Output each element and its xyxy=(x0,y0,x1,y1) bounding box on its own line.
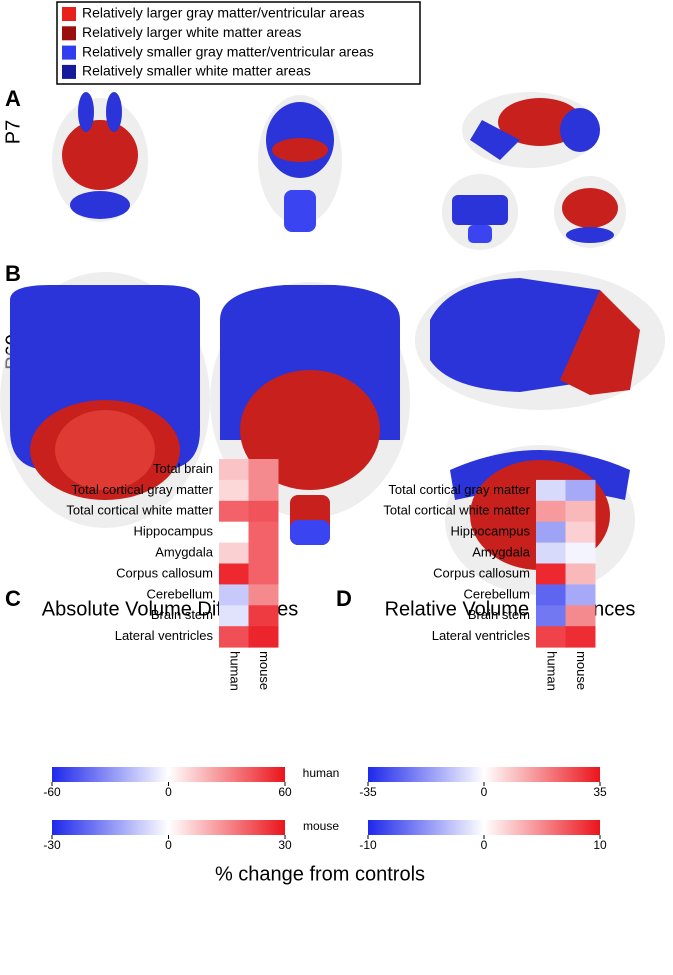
colorbar-tick-label: 30 xyxy=(278,838,292,852)
colorbar-tick-label: 0 xyxy=(481,785,488,799)
colorbar-tick-label: -60 xyxy=(43,785,61,799)
heatmap-cell xyxy=(248,626,279,648)
heatmap-cell xyxy=(536,479,566,502)
heatmap-cell xyxy=(565,626,596,648)
colorbar xyxy=(52,820,285,835)
colorbar xyxy=(368,767,600,782)
heatmap-cell xyxy=(248,500,279,523)
legend-swatch xyxy=(62,64,76,79)
heatmap-cell xyxy=(248,563,279,585)
row-label: Lateral ventricles xyxy=(115,628,214,643)
heatmap-cell xyxy=(536,626,566,648)
legend-swatch xyxy=(62,45,76,60)
heatmap-cell xyxy=(565,542,596,564)
heatmap-cell xyxy=(219,563,249,585)
colorbar-name: human xyxy=(303,766,340,780)
heatmap-cell xyxy=(536,584,566,606)
row-label: Total cortical white matter xyxy=(66,503,213,518)
column-label: human xyxy=(544,651,559,691)
panel-label: D xyxy=(336,586,352,611)
heatmap-cell xyxy=(219,479,249,502)
row-label: Cerebellum xyxy=(464,586,530,601)
heatmap-cell xyxy=(565,500,596,523)
row-label: Amygdala xyxy=(472,544,531,559)
colorbar-tick-label: 0 xyxy=(165,785,172,799)
row-label: Corpus callosum xyxy=(433,565,530,580)
heatmap-cell xyxy=(565,605,596,627)
legend-swatch xyxy=(62,7,76,21)
row-label: Total cortical gray matter xyxy=(71,482,213,497)
colorbar xyxy=(52,767,285,782)
heatmap-cell xyxy=(248,584,279,606)
legend-label: Relatively smaller gray matter/ventricul… xyxy=(82,43,374,59)
heatmap-cell xyxy=(565,521,596,544)
heatmap-cell xyxy=(536,542,566,564)
colorbar-tick-label: 35 xyxy=(593,785,607,799)
row-label: Cerebellum xyxy=(147,586,213,601)
panel-label: A xyxy=(5,86,21,111)
panel-label: C xyxy=(5,586,21,611)
heatmap-cell xyxy=(248,521,279,544)
row-label: Corpus callosum xyxy=(116,565,213,580)
column-label: mouse xyxy=(574,651,589,690)
heatmap-cell xyxy=(219,626,249,648)
heatmap-cell xyxy=(248,542,279,564)
heatmap-cell xyxy=(219,500,249,523)
legend-label: Relatively larger gray matter/ventricula… xyxy=(82,5,364,21)
heatmap-cell xyxy=(248,459,279,481)
legend-swatch xyxy=(62,26,76,41)
heatmap-cell xyxy=(536,521,566,544)
heatmap-cell xyxy=(219,542,249,564)
heatmap-cell xyxy=(248,605,279,627)
row-label: Brain stem xyxy=(151,607,213,622)
row-label: Amygdala xyxy=(155,544,214,559)
row-label: Brain stem xyxy=(468,607,530,622)
column-label: mouse xyxy=(257,651,272,690)
legend: Relatively larger gray matter/ventricula… xyxy=(62,5,374,79)
colorbar-tick-label: 60 xyxy=(278,785,292,799)
row-label: Total brain xyxy=(153,461,213,476)
colorbar-tick-label: 0 xyxy=(165,838,172,852)
legend-label: Relatively smaller white matter areas xyxy=(82,63,311,79)
legend-box xyxy=(56,1,421,85)
age-label: P7 xyxy=(2,120,24,144)
colorbar-tick-label: -35 xyxy=(359,785,377,799)
row-label: Hippocampus xyxy=(451,524,531,539)
colorbar-tick-label: 0 xyxy=(481,838,488,852)
row-label: Lateral ventricles xyxy=(432,628,531,643)
row-label: Hippocampus xyxy=(134,524,214,539)
colorbar-tick-label: -30 xyxy=(43,838,61,852)
colorbar-axis-label: % change from controls xyxy=(215,863,425,885)
colorbar-tick-label: 10 xyxy=(593,838,607,852)
heatmap-cell xyxy=(219,521,249,544)
panel-label: B xyxy=(5,261,21,286)
heatmap-cell xyxy=(248,479,279,502)
heatmap-cell xyxy=(536,563,566,585)
heatmap-cell xyxy=(219,605,249,627)
heatmap-cell xyxy=(565,479,596,502)
heatmap-cell xyxy=(565,563,596,585)
heatmap-cell xyxy=(536,500,566,523)
heatmap-cell xyxy=(536,605,566,627)
row-label: Total cortical white matter xyxy=(383,503,530,518)
heatmap-cell xyxy=(565,584,596,606)
colorbar xyxy=(368,820,600,835)
legend-label: Relatively larger white matter areas xyxy=(82,24,301,40)
heatmap-cell xyxy=(219,584,249,606)
column-label: human xyxy=(227,651,242,691)
heatmap-cell xyxy=(219,459,249,481)
colorbar-name: mouse xyxy=(303,819,339,833)
row-label: Total cortical gray matter xyxy=(388,482,530,497)
colorbar-tick-label: -10 xyxy=(359,838,377,852)
